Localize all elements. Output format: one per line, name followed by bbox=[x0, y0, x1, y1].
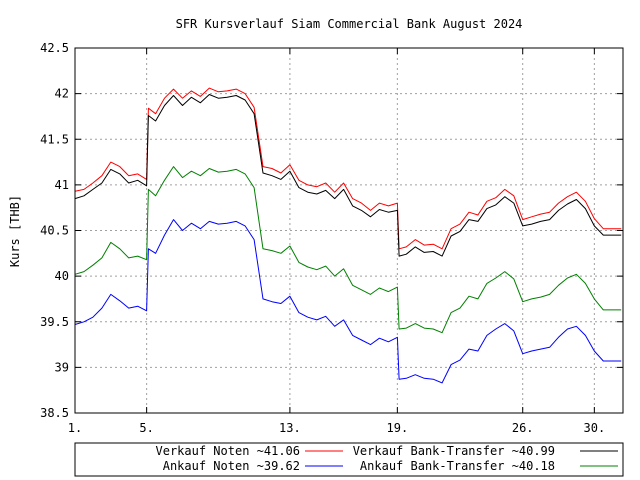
x-tick-label-30: 30. bbox=[584, 421, 606, 435]
y-tick-label-39-5: 39.5 bbox=[40, 315, 69, 329]
y-axis-label: Kurs [THB] bbox=[8, 195, 22, 267]
x-tick-label-26: 26. bbox=[512, 421, 534, 435]
legend-label-verkauf-noten: Verkauf Noten ~41.06 bbox=[156, 444, 301, 458]
series-line-ankauf-noten bbox=[74, 219, 622, 384]
axis-ticks: 38.5 39 39.5 40 40.5 41 41.5 42 42.5 1. 5. 13. 19. 26… bbox=[40, 41, 623, 435]
y-tick-label-40-5: 40.5 bbox=[40, 224, 69, 238]
y-tick-label-41-5: 41.5 bbox=[40, 132, 69, 146]
y-tick-label-40: 40 bbox=[55, 269, 69, 283]
series-lines bbox=[74, 87, 622, 384]
series-line-ankauf-bank-transfer bbox=[74, 166, 622, 334]
y-tick-label-38-5: 38.5 bbox=[40, 406, 69, 420]
x-tick-label-19: 19. bbox=[387, 421, 409, 435]
legend-box bbox=[74, 442, 624, 477]
grid bbox=[75, 48, 623, 413]
legend-label-ankauf-bank-transfer: Ankauf Bank-Transfer ~40.18 bbox=[360, 459, 555, 473]
legend: Verkauf Noten ~41.06 Verkauf Bank-Transf… bbox=[74, 442, 624, 477]
x-tick-label-5: 5. bbox=[139, 421, 153, 435]
y-tick-label-41: 41 bbox=[55, 178, 69, 192]
y-tick-label-39: 39 bbox=[55, 360, 69, 374]
x-tick-label-1: 1. bbox=[68, 421, 82, 435]
series-line-verkauf-noten bbox=[74, 87, 622, 250]
y-tick-label-42-5: 42.5 bbox=[40, 41, 69, 55]
legend-label-ankauf-noten: Ankauf Noten ~39.62 bbox=[163, 459, 300, 473]
x-tick-label-13: 13. bbox=[279, 421, 301, 435]
chart-title: SFR Kursverlauf Siam Commercial Bank Aug… bbox=[176, 17, 523, 31]
y-tick-label-42: 42 bbox=[55, 87, 69, 101]
series-line-verkauf-bank-transfer bbox=[74, 94, 622, 257]
legend-label-verkauf-bank-transfer: Verkauf Bank-Transfer ~40.99 bbox=[353, 444, 555, 458]
